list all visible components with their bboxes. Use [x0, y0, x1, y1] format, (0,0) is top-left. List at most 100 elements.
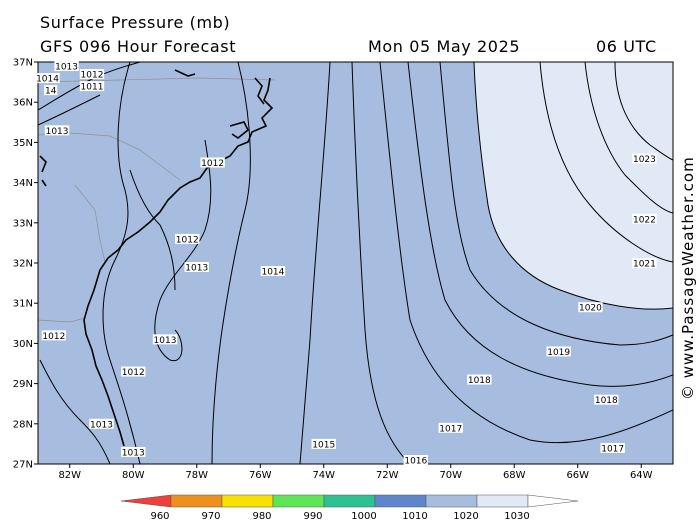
latitude-labels: 37N 36N 35N 34N 33N 32N 31N 30N 29N 28N 27N — [13, 58, 38, 471]
lon-label: 72W — [376, 470, 399, 481]
lat-label: 33N — [13, 218, 33, 229]
lat-label: 30N — [13, 339, 33, 350]
isobar-label-bg — [600, 442, 625, 453]
isobar-label: 1012 — [81, 71, 104, 81]
isobar-label-bg — [35, 73, 60, 84]
isobar-label-bg — [121, 446, 146, 457]
isobar-label-bg — [260, 266, 286, 277]
colorbar-segment — [221, 494, 274, 508]
isobar-label: 1012 — [122, 368, 145, 378]
high-pressure-zone — [474, 62, 673, 310]
isobar-label-bg — [89, 418, 114, 429]
colorbar-segment — [323, 494, 376, 508]
isobar-label: 14 — [45, 87, 57, 97]
forecast-subtitle: GFS 096 Hour Forecast — [40, 37, 237, 56]
isobar-label: 1019 — [547, 348, 570, 358]
colorbar-segment — [272, 494, 325, 508]
lon-label: 78W — [185, 470, 208, 481]
isobar-label: 1018 — [595, 396, 618, 406]
lat-label: 37N — [13, 58, 33, 69]
lon-label: 68W — [503, 470, 526, 481]
isobar-label-bg — [54, 61, 79, 72]
colorbar-min-arrow — [120, 494, 172, 508]
colorbar-tick-label: 1010 — [402, 511, 427, 522]
isobar-label-bg — [121, 366, 146, 377]
lat-label: 27N — [13, 460, 33, 471]
lon-label: 82W — [58, 470, 81, 481]
lon-label: 76W — [249, 470, 272, 481]
map-title: Surface Pressure (mb) — [40, 13, 231, 32]
lat-label: 35N — [13, 138, 33, 149]
colorbar-tick-label: 1030 — [504, 511, 529, 522]
isobar-label: 1020 — [579, 304, 602, 314]
lat-label: 34N — [13, 178, 33, 189]
isobar-label-bg — [200, 157, 225, 168]
colorbar-segment — [374, 494, 427, 508]
lat-label: 31N — [13, 299, 33, 310]
isobar-label: 1015 — [312, 440, 335, 450]
isobar-label-bg — [79, 81, 105, 92]
isobar-label: 1014 — [261, 268, 284, 278]
isobar-label-bg — [632, 258, 657, 268]
isobar-label-bg — [175, 233, 200, 244]
isobar-label: 1013 — [90, 420, 113, 430]
coastline — [39, 69, 274, 447]
isobar-label: 1014 — [36, 75, 59, 85]
isobar-label-bg — [311, 438, 336, 449]
isobar-label-bg — [41, 330, 67, 341]
isobar-label-bg — [594, 394, 619, 405]
isobar-label: 1018 — [468, 376, 491, 386]
isobar-label-bg — [44, 125, 70, 136]
isobar-label: 1011 — [81, 83, 104, 93]
isobar-label: 1012 — [201, 159, 224, 169]
lat-label: 32N — [13, 259, 33, 270]
isobar-label-bg — [184, 262, 209, 273]
colorbar-tick-label: 970 — [201, 511, 220, 522]
isobar-label: 1013 — [154, 336, 177, 346]
pressure-colorbar: 960 970 980 990 1000 1010 1020 1030 — [120, 494, 579, 522]
longitude-labels: 82W 80W 78W 76W 74W 72W 70W 68W 66W 64W — [58, 464, 653, 481]
isobar-label: 1013 — [122, 448, 145, 458]
isobar-label-bg — [467, 374, 492, 385]
isobar-label-bg — [578, 302, 603, 313]
isobar-label: 1013 — [185, 264, 208, 274]
isobar-label: 1021 — [633, 260, 656, 270]
isobar-label: 1016 — [404, 456, 427, 466]
colorbar-tick-label: 1020 — [453, 511, 478, 522]
colorbar-tick-label: 990 — [303, 511, 322, 522]
isobar-label: 1023 — [633, 155, 656, 165]
lon-label: 64W — [630, 470, 653, 481]
isobar-label-bg — [44, 85, 58, 96]
isobar-label-bg — [632, 153, 657, 164]
isobars — [38, 62, 673, 464]
lat-label: 29N — [13, 379, 33, 390]
lat-label: 36N — [13, 98, 33, 109]
isobar-label-bg — [438, 422, 463, 433]
colorbar-tick-label: 960 — [150, 511, 169, 522]
isobar-label: 1022 — [633, 215, 656, 225]
isobar-label-bg — [632, 213, 657, 224]
colorbar-tick-label: 1000 — [351, 511, 376, 522]
colorbar-segment — [476, 494, 529, 508]
lon-label: 70W — [439, 470, 462, 481]
isobar-label-bg — [546, 346, 571, 357]
colorbar-tick-label: 980 — [252, 511, 271, 522]
isobar-label: 1013 — [46, 127, 69, 137]
isobar-label: 1012 — [42, 332, 65, 342]
colorbar-segment — [170, 494, 223, 508]
colorbar-segment — [425, 494, 478, 508]
colorbar-max-arrow — [527, 494, 579, 508]
lon-label: 66W — [566, 470, 589, 481]
isobar-label: 1013 — [55, 63, 78, 73]
forecast-date: Mon 05 May 2025 — [368, 37, 521, 56]
isobar-label-bg — [403, 454, 429, 465]
lon-label: 80W — [122, 470, 145, 481]
isobar-label-bg — [79, 69, 105, 80]
isobar-label: 1017 — [439, 424, 462, 434]
isobar-label: 1012 — [176, 235, 199, 245]
isobar-label-bg — [152, 334, 178, 345]
lat-label: 28N — [13, 419, 33, 430]
isobar-label: 1017 — [601, 444, 624, 454]
